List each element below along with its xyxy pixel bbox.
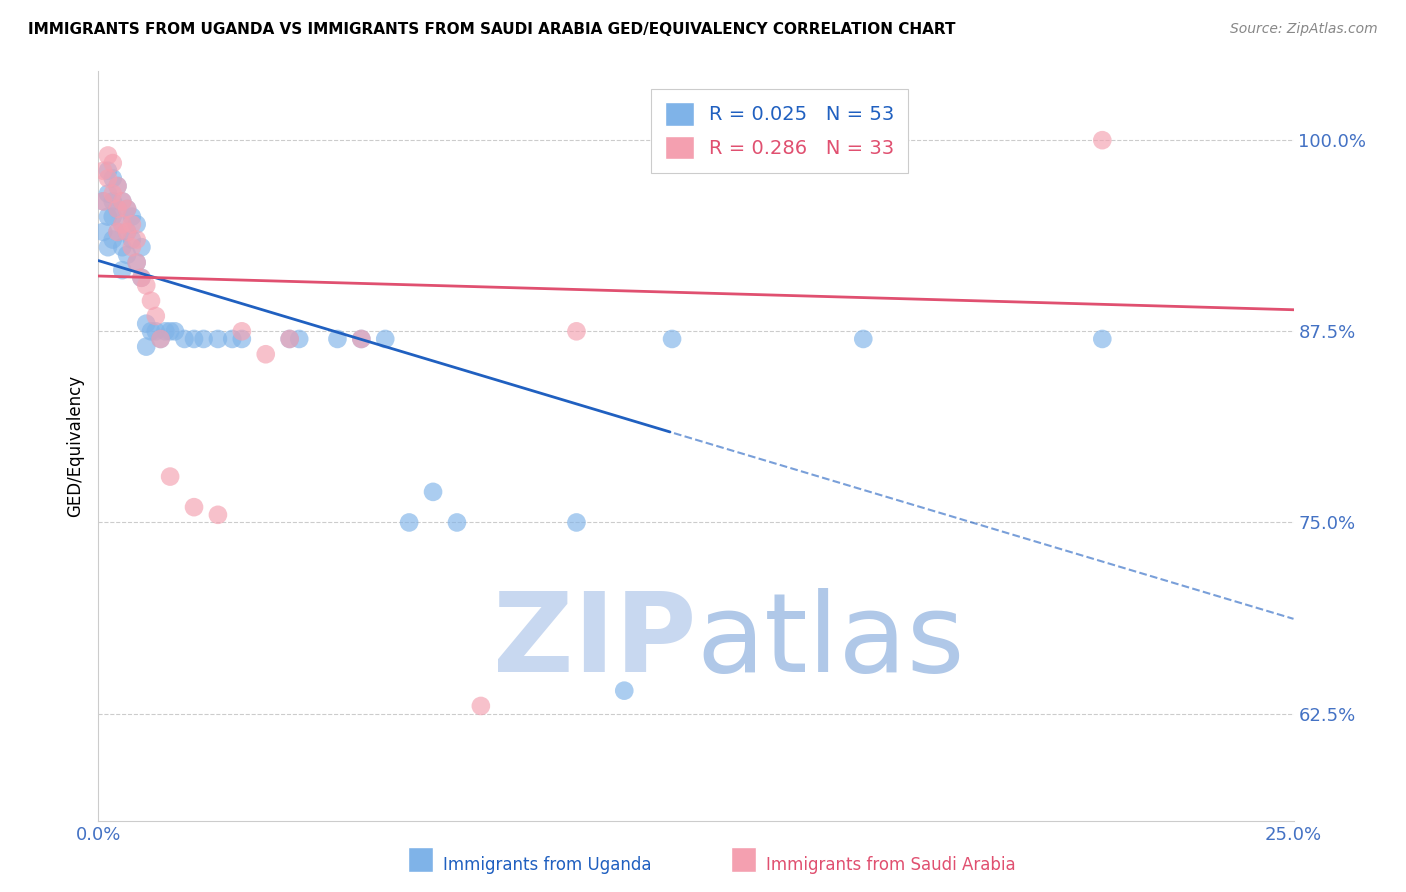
Point [613, 683, 636, 698]
Point [97, 171, 120, 186]
Point [97, 210, 120, 224]
Point [111, 194, 134, 209]
Point [565, 516, 588, 530]
Text: IMMIGRANTS FROM UGANDA VS IMMIGRANTS FROM SAUDI ARABIA GED/EQUIVALENCY CORRELATI: IMMIGRANTS FROM UGANDA VS IMMIGRANTS FRO… [28, 22, 956, 37]
Point [374, 332, 396, 346]
Point [101, 156, 124, 170]
Point [115, 202, 138, 216]
Point [135, 317, 157, 331]
Point [97, 148, 120, 162]
Point [139, 293, 162, 308]
Point [131, 270, 153, 285]
Point [326, 332, 349, 346]
Point [101, 233, 124, 247]
Point [115, 202, 138, 216]
Point [125, 255, 148, 269]
Point [661, 332, 683, 346]
Point [121, 217, 143, 231]
Legend: R = 0.025   N = 53, R = 0.286   N = 33: R = 0.025 N = 53, R = 0.286 N = 33 [651, 88, 908, 173]
Point [121, 233, 143, 247]
Point [159, 324, 181, 338]
Point [131, 240, 153, 254]
Point [139, 324, 162, 338]
Point [278, 332, 301, 346]
Point [149, 332, 172, 346]
Point [288, 332, 311, 346]
Point [107, 225, 129, 239]
Point [163, 324, 186, 338]
Point [131, 270, 153, 285]
Point [159, 469, 181, 483]
Point [145, 324, 167, 338]
Point [398, 516, 420, 530]
Point [107, 202, 129, 216]
Point [852, 332, 875, 346]
Point [121, 210, 143, 224]
Point [91, 194, 114, 209]
Point [111, 217, 134, 231]
Point [207, 332, 229, 346]
Point [350, 332, 373, 346]
Point [278, 332, 301, 346]
Point [183, 500, 205, 515]
Text: Immigrants from Uganda: Immigrants from Uganda [443, 856, 651, 874]
Point [91, 194, 114, 209]
Point [422, 484, 444, 499]
Point [446, 516, 468, 530]
Point [125, 255, 148, 269]
Point [101, 171, 124, 186]
Point [107, 179, 129, 194]
Point [221, 332, 243, 346]
Point [173, 332, 195, 346]
Point [121, 240, 143, 254]
Point [193, 332, 215, 346]
Point [115, 225, 138, 239]
Point [231, 324, 253, 338]
Y-axis label: GED/Equivalency: GED/Equivalency [66, 375, 84, 517]
Text: Immigrants from Saudi Arabia: Immigrants from Saudi Arabia [766, 856, 1017, 874]
Point [565, 324, 588, 338]
Point [145, 309, 167, 323]
Point [470, 698, 492, 713]
Point [207, 508, 229, 522]
Point [155, 324, 177, 338]
Point [101, 210, 124, 224]
Point [111, 217, 134, 231]
Point [1091, 133, 1114, 147]
Point [135, 278, 157, 293]
Point [1091, 332, 1114, 346]
Point [804, 133, 827, 147]
Point [97, 163, 120, 178]
Point [111, 263, 134, 277]
Point [101, 194, 124, 209]
Text: atlas: atlas [696, 588, 965, 695]
Point [91, 163, 114, 178]
Text: Source: ZipAtlas.com: Source: ZipAtlas.com [1230, 22, 1378, 37]
Point [135, 340, 157, 354]
Point [115, 248, 138, 262]
Point [107, 202, 129, 216]
Point [107, 225, 129, 239]
Point [254, 347, 277, 361]
Point [101, 186, 124, 201]
Text: ZIP: ZIP [492, 588, 696, 695]
Point [115, 225, 138, 239]
Point [107, 179, 129, 194]
Point [350, 332, 373, 346]
Point [97, 240, 120, 254]
Point [125, 233, 148, 247]
Point [183, 332, 205, 346]
Point [125, 217, 148, 231]
Point [97, 186, 120, 201]
Point [149, 332, 172, 346]
Point [111, 194, 134, 209]
Point [111, 240, 134, 254]
Point [231, 332, 253, 346]
Point [91, 225, 114, 239]
